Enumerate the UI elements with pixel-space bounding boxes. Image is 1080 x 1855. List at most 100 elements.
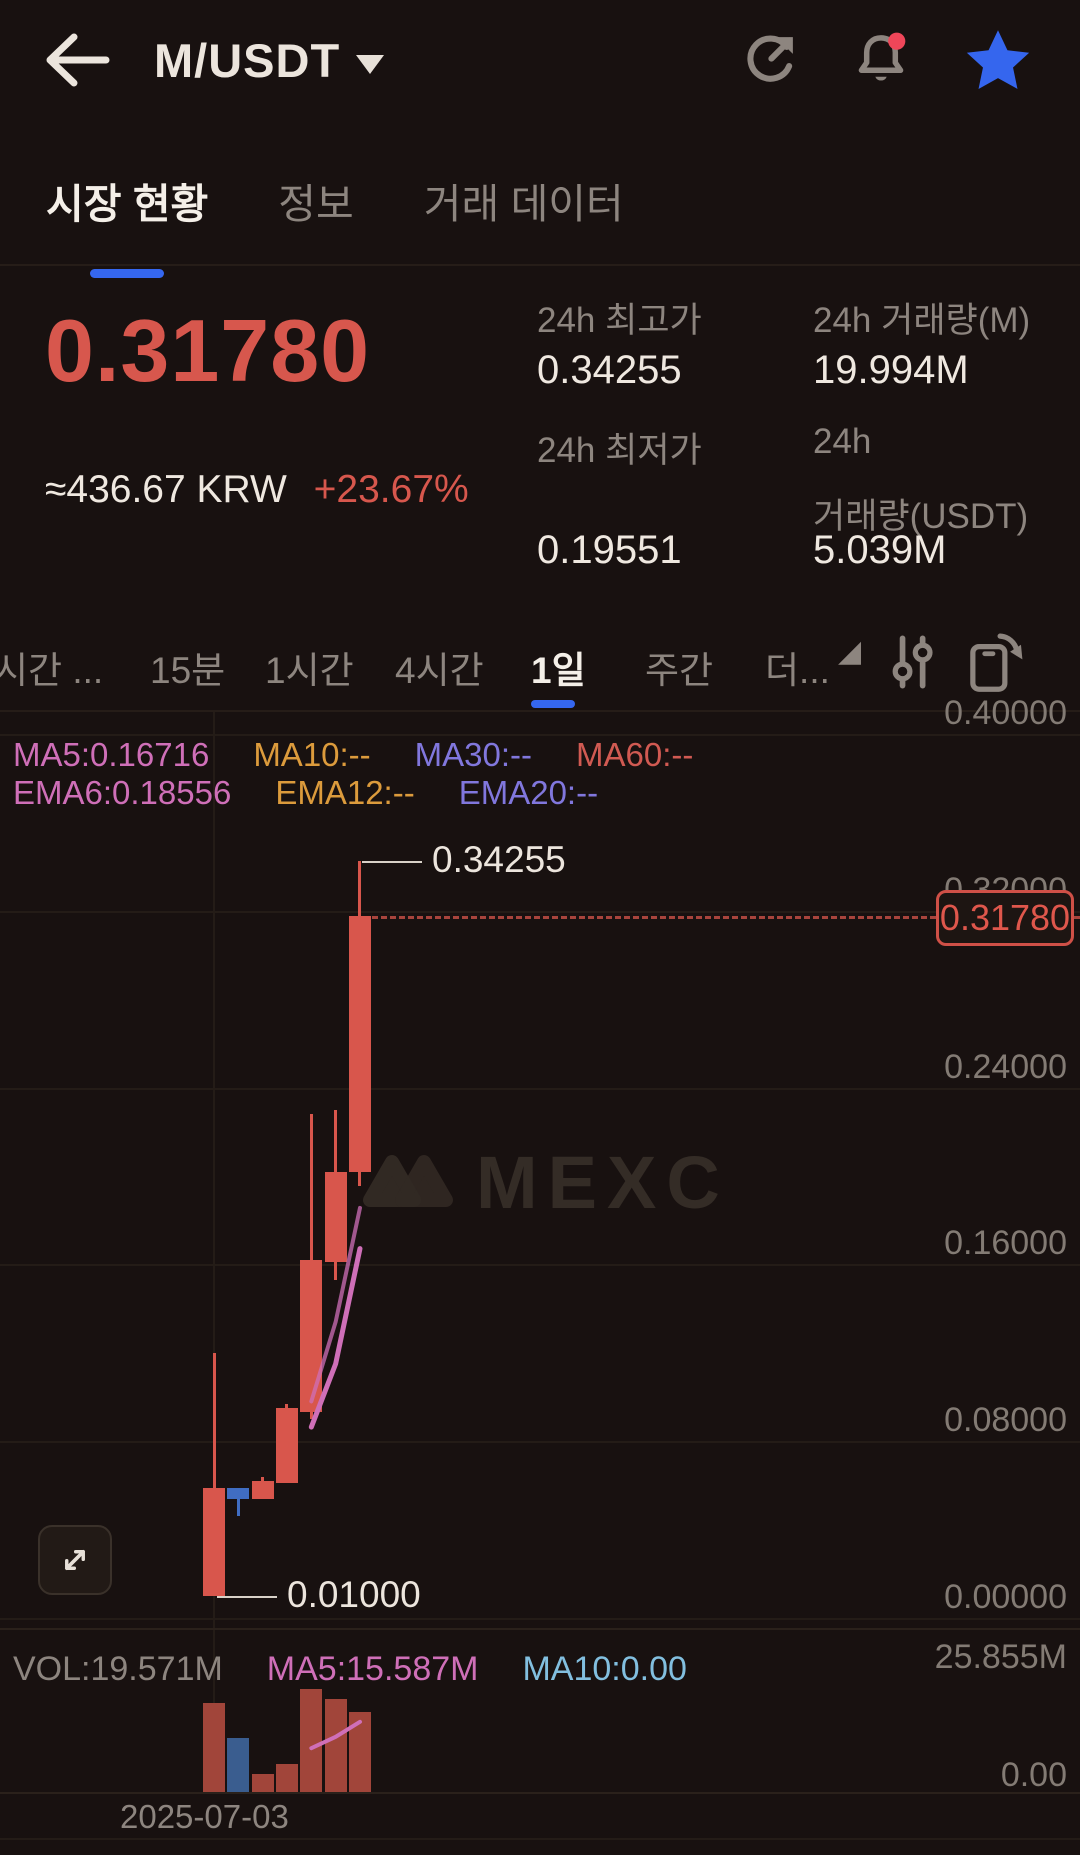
low-marker-label: 0.01000 <box>287 1573 421 1615</box>
gridline <box>0 910 1080 913</box>
pair-selector[interactable]: M/USDT <box>154 33 385 88</box>
alert-bell-icon[interactable] <box>850 30 912 90</box>
ema-legend-item: EMA6:0.18556 <box>13 774 232 811</box>
candle-body <box>300 1259 323 1413</box>
mexc-logo-icon <box>363 1154 453 1207</box>
timeframe-1[interactable]: 15분 <box>150 650 226 691</box>
tab-2[interactable]: 거래 데이터 <box>423 181 624 227</box>
volume-axis-max: 25.855M <box>934 1638 1067 1676</box>
refresh-icon[interactable] <box>742 32 798 88</box>
timeframe-6[interactable]: 더... <box>765 650 830 691</box>
stat-volusdt-value: 5.039M <box>813 528 947 572</box>
candle-body <box>227 1487 250 1499</box>
back-button[interactable] <box>44 30 112 90</box>
timeframe-2[interactable]: 1시간 <box>265 650 354 691</box>
last-price-dashed-line <box>372 915 1080 919</box>
low-marker-line <box>217 1595 277 1598</box>
stat-volusdt-label-1: 24h <box>813 422 872 461</box>
last-price-tag[interactable]: 0.31780 <box>936 889 1074 946</box>
timeframe-5[interactable]: 주간 <box>645 650 714 691</box>
high-marker-line <box>362 860 422 863</box>
candle-body <box>348 915 371 1172</box>
volume-bar <box>275 1763 298 1792</box>
favorite-star-icon[interactable] <box>964 28 1032 92</box>
candle-body <box>251 1480 274 1499</box>
mexc-watermark: MEXC <box>362 1140 730 1225</box>
expand-icon <box>65 1550 85 1570</box>
volume-legend: VOL:19.571M MA5:15.587M MA10:0.00 <box>13 1650 731 1689</box>
ema-legend-row: EMA6:0.18556 EMA12:-- EMA20:-- <box>13 774 642 812</box>
fullscreen-button[interactable] <box>38 1525 112 1595</box>
rotate-screen-icon[interactable] <box>962 630 1024 694</box>
candle-body <box>203 1487 225 1596</box>
change-percent: +23.67% <box>313 468 469 511</box>
volume-bar <box>203 1703 225 1792</box>
last-price: 0.31780 <box>45 301 371 400</box>
candle-body <box>324 1171 347 1263</box>
volume-pane-divider <box>0 1628 1080 1630</box>
y-axis-label: 0.00000 <box>944 1578 1067 1616</box>
price-chart[interactable]: 0.400000.320000.240000.160000.080000.000… <box>0 694 1080 1855</box>
high-marker-label: 0.34255 <box>432 838 566 880</box>
y-axis-label: 0.16000 <box>944 1224 1067 1263</box>
header: M/USDT <box>0 0 1080 120</box>
volume-bar <box>227 1738 250 1792</box>
tab-1[interactable]: 정보 <box>278 181 354 227</box>
stat-volusdt-label-2: 거래량(USDT) <box>813 497 1029 536</box>
notification-dot <box>888 32 906 50</box>
gridline <box>0 1618 1080 1620</box>
y-axis-label: 0.24000 <box>944 1047 1067 1086</box>
y-axis-label: 0.40000 <box>944 694 1067 732</box>
volume-axis-min: 0.00 <box>1000 1756 1067 1794</box>
gridline <box>0 734 1080 736</box>
stat-volm-label: 24h 거래량(M) <box>813 301 1031 340</box>
more-caret-icon[interactable]: ◢ <box>838 635 862 668</box>
volume-legend-item: MA5:15.587M <box>266 1650 479 1688</box>
tab-0[interactable]: 시장 현황 <box>46 120 208 266</box>
timeframe-4[interactable]: 1일 <box>531 650 586 691</box>
gridline <box>0 1087 1080 1090</box>
fiat-row: ≈436.67 KRW +23.67% <box>45 468 469 512</box>
stat-low-value: 0.19551 <box>537 528 682 572</box>
page-title: M/USDT <box>154 33 341 87</box>
ma-lines <box>308 1205 363 1430</box>
main-tabs: 시장 현황 정보 거래 데이터 <box>0 120 1080 266</box>
stat-high-label: 24h 최고가 <box>537 301 702 340</box>
volume-baseline <box>0 1792 1080 1794</box>
volume-bar <box>300 1689 323 1792</box>
timeframe-0[interactable]: 시간 ... <box>0 650 104 691</box>
ma-legend-row: MA5:0.16716 MA10:-- MA30:-- MA60:-- <box>13 736 737 774</box>
ma-legend-item: MA30:-- <box>414 736 533 773</box>
ema-legend-item: EMA20:-- <box>458 774 599 811</box>
candle-body <box>275 1408 298 1484</box>
ma-legend-item: MA10:-- <box>253 736 371 773</box>
fiat-price: ≈436.67 KRW <box>45 468 287 511</box>
volume-bar <box>251 1773 274 1792</box>
watermark-text: MEXC <box>476 1141 730 1224</box>
indicator-settings-icon[interactable] <box>886 632 938 692</box>
candle-wick <box>212 1352 216 1596</box>
stat-high-value: 0.34255 <box>537 348 682 392</box>
ema-legend-item: EMA12:-- <box>275 774 415 811</box>
y-axis-label: 0.08000 <box>944 1401 1067 1440</box>
active-timeframe-underline <box>531 700 575 708</box>
chevron-down-icon <box>356 54 385 74</box>
vertical-gridline <box>213 712 215 1792</box>
stat-low-label: 24h 최저가 <box>537 431 702 470</box>
x-axis-date: 2025-07-03 <box>120 1798 289 1835</box>
ema6-line <box>309 1205 362 1404</box>
gridline <box>0 1441 1080 1444</box>
ma-legend-item: MA5:0.16716 <box>13 736 210 773</box>
timeframe-bar: ◢ 시간 ... 15분 1시간 4시간 1일 주간 더... <box>0 618 1080 712</box>
ma5-line <box>308 1246 363 1430</box>
back-arrow-icon <box>46 33 110 87</box>
volume-ma5-line <box>309 1719 362 1751</box>
ma-legend-item: MA60:-- <box>576 736 694 773</box>
bottom-border <box>0 1838 1080 1840</box>
volume-bar <box>324 1698 347 1792</box>
header-actions <box>742 28 1032 92</box>
timeframe-3[interactable]: 4시간 <box>395 650 484 691</box>
gridline <box>0 1264 1080 1267</box>
volume-ma-line <box>309 1719 362 1751</box>
